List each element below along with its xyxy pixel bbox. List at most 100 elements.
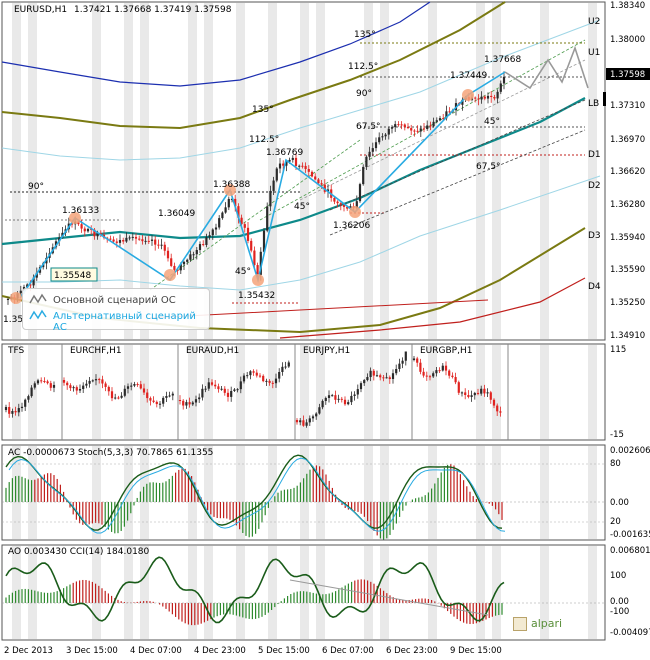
tfs-body [265, 380, 268, 382]
tfs-body [315, 413, 318, 417]
tfs-body [486, 392, 489, 394]
candle-body [256, 265, 259, 275]
angle-label: 45° [484, 117, 500, 127]
pivot-marker [462, 89, 474, 101]
session-band [300, 546, 309, 639]
pivot-marker [10, 292, 22, 304]
tfs-body [340, 398, 343, 400]
tfs-body [30, 387, 33, 397]
candle-body [480, 96, 483, 100]
session-band [492, 3, 501, 339]
price-annotations: 1.36133 1.36049 1.35548 1.36388 1.35432 … [3, 55, 521, 325]
tfs-body [489, 392, 492, 400]
candle-body [70, 223, 74, 225]
price-label: 1.35 [3, 315, 23, 325]
candle-body [349, 206, 352, 209]
candle-body [269, 190, 272, 207]
price-tick: 1.35250 [610, 298, 645, 308]
candle-body [358, 184, 362, 202]
tfs-body [422, 371, 425, 376]
tfs-body [114, 397, 117, 399]
candle-body [250, 240, 253, 251]
tfs-body [104, 383, 107, 387]
tfs-body [194, 399, 198, 403]
candle-body [138, 238, 141, 240]
angle-label: 90° [356, 89, 372, 99]
price-axis: 1.38340 1.38000 1.37598 1.37310 1.36970 … [606, 1, 650, 341]
trend-line [329, 99, 586, 211]
candle-body [266, 206, 269, 231]
candle-body [435, 120, 438, 122]
ao-tick: -100 [610, 607, 629, 617]
session-band [364, 446, 373, 539]
tfs-body [496, 405, 499, 412]
tfs-body [27, 396, 30, 400]
candle-body [198, 244, 202, 251]
candle-body [323, 184, 326, 192]
ao-tick: 0.006801 [610, 546, 650, 556]
ac-tick: 0.00 [610, 498, 629, 508]
level-d4: D4 [588, 282, 601, 292]
level-u1: U1 [588, 48, 600, 58]
tfs-body [428, 376, 432, 378]
tfs-body [460, 392, 464, 394]
candle-body [214, 227, 218, 230]
session-band [588, 345, 597, 439]
candle-body [218, 218, 221, 228]
tfs-body [379, 375, 382, 378]
session-band [588, 446, 597, 539]
tfs-body [470, 395, 473, 397]
price-label: 1.36049 [158, 209, 195, 219]
price-tick: 1.38340 [610, 1, 645, 11]
tfs-body [66, 382, 69, 386]
candle-body [438, 118, 442, 121]
tfs-tick: -15 [610, 430, 624, 440]
candle-body [445, 111, 448, 119]
tfs-body [223, 388, 226, 393]
candle-body [371, 148, 374, 152]
candle-body [346, 206, 349, 209]
tfs-body [178, 400, 182, 401]
candle-body [237, 206, 240, 218]
tfs-body [451, 375, 454, 378]
tfs-body [444, 365, 448, 371]
candle-body [413, 130, 416, 132]
price-tick: 1.35590 [610, 265, 645, 275]
candle-body [230, 198, 234, 200]
tfs-body [278, 372, 281, 379]
red-band-lower [279, 277, 586, 339]
candle-body [240, 217, 243, 225]
tfs-symbol-3: EURJPY,H1 [303, 346, 350, 356]
tfs-body [404, 351, 407, 361]
tfs-body [36, 380, 40, 384]
candle-body [365, 156, 368, 167]
tfs-body [117, 397, 120, 399]
session-band [492, 345, 501, 439]
ac-panel [2, 454, 605, 540]
candle-body [419, 128, 422, 132]
main-title: EURUSD,H1 [14, 5, 67, 15]
candle-body [342, 204, 346, 207]
session-band [268, 546, 277, 639]
session-band [364, 3, 373, 339]
candle-body [406, 126, 410, 129]
candle-body [29, 284, 32, 286]
candle-body [83, 228, 86, 232]
tfs-body [204, 388, 207, 390]
tfs-body [98, 379, 101, 381]
tfs-body [302, 420, 305, 426]
tfs-body [438, 370, 441, 372]
tfs-body [412, 358, 416, 360]
pivot-marker [164, 269, 176, 281]
candle-body [474, 97, 477, 99]
tfs-body [155, 401, 158, 405]
tfs-body [246, 375, 249, 377]
candle-body [19, 290, 22, 294]
tfs-body [214, 384, 217, 387]
candle-body [320, 183, 323, 185]
tfs-body [464, 392, 467, 395]
main-scenario-icon [29, 293, 47, 304]
tfs-body [255, 372, 258, 376]
tfs-body [382, 377, 385, 379]
